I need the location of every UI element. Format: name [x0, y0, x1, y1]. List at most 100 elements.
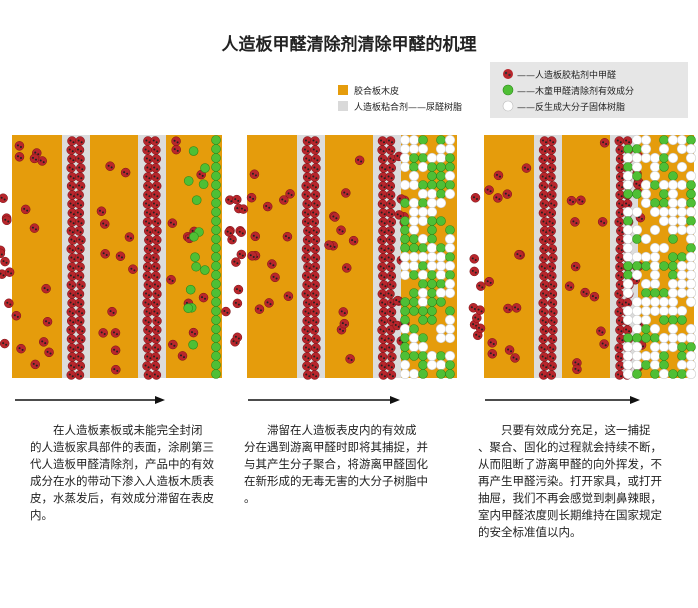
- resin: [399, 269, 411, 281]
- dot: [241, 232, 244, 235]
- dot: [329, 245, 332, 248]
- dot: [76, 256, 79, 259]
- resin: [631, 269, 643, 281]
- dot: [314, 330, 317, 333]
- scavenger: [650, 198, 660, 208]
- dot: [144, 364, 147, 367]
- dot: [552, 357, 555, 360]
- formaldehyde: [546, 352, 557, 362]
- resin: [640, 134, 652, 146]
- scavenger: [211, 288, 221, 298]
- dot: [382, 150, 385, 153]
- formaldehyde: [221, 306, 231, 317]
- dot: [26, 209, 29, 212]
- resin: [631, 359, 643, 371]
- dot: [380, 337, 383, 340]
- formaldehyde: [385, 181, 396, 191]
- dot: [379, 328, 382, 331]
- dot: [542, 220, 545, 223]
- dot: [42, 161, 45, 164]
- dot: [380, 211, 383, 214]
- icon: [503, 69, 513, 79]
- dot: [383, 321, 386, 324]
- scavenger: [436, 189, 446, 199]
- scavenger: [659, 153, 669, 163]
- resin: [631, 224, 643, 236]
- dot: [543, 348, 546, 351]
- scavenger: [211, 297, 221, 307]
- caption-line: 室内甲醛浓度则长期维持在国家规定: [478, 508, 662, 522]
- dot: [171, 279, 174, 282]
- formaldehyde: [142, 289, 153, 299]
- dot: [68, 166, 71, 169]
- dot: [389, 283, 392, 286]
- scavenger: [185, 284, 196, 295]
- dot: [306, 258, 309, 261]
- scavenger: [668, 270, 678, 280]
- dot: [72, 213, 75, 216]
- resin: [408, 332, 420, 344]
- formaldehyde: [142, 145, 152, 155]
- dot: [145, 292, 148, 295]
- scavenger: [650, 369, 660, 379]
- dot: [154, 184, 157, 187]
- formaldehyde: [539, 244, 549, 254]
- formaldehyde: [151, 190, 161, 200]
- dot: [272, 275, 275, 278]
- dot: [523, 166, 526, 169]
- caption-line: 、聚合、固化的过程就会持续不断，: [478, 440, 662, 454]
- formaldehyde: [4, 298, 14, 309]
- dot: [617, 265, 620, 268]
- dot: [578, 198, 581, 201]
- dot: [232, 340, 235, 343]
- scavenger: [211, 198, 221, 208]
- formaldehyde: [264, 298, 274, 308]
- dot: [621, 240, 624, 243]
- dot: [170, 343, 173, 346]
- dot: [541, 148, 544, 151]
- scavenger: [677, 351, 687, 361]
- dot: [308, 177, 311, 180]
- dot: [72, 276, 75, 279]
- dot: [390, 177, 393, 180]
- formaldehyde: [76, 235, 86, 245]
- dot: [145, 220, 148, 223]
- scavenger: [436, 369, 446, 379]
- dot: [204, 297, 207, 300]
- formaldehyde: [546, 145, 556, 155]
- dot: [544, 375, 547, 378]
- dot: [541, 274, 544, 277]
- formaldehyde: [614, 343, 624, 353]
- dot: [232, 239, 235, 242]
- dot: [41, 340, 44, 343]
- formaldehyde: [385, 289, 395, 299]
- formaldehyde: [310, 172, 320, 182]
- scavenger: [641, 360, 651, 370]
- resin: [631, 161, 643, 173]
- formaldehyde: [309, 370, 320, 380]
- resin: [631, 206, 643, 218]
- formaldehyde: [614, 289, 624, 299]
- dot: [474, 316, 477, 319]
- dot: [389, 310, 392, 313]
- dot: [315, 375, 318, 378]
- dot: [148, 204, 151, 207]
- formaldehyde: [539, 199, 550, 209]
- formaldehyde: [385, 190, 396, 200]
- dot: [81, 240, 84, 243]
- dot: [148, 339, 151, 342]
- dot: [380, 157, 383, 160]
- formaldehyde: [76, 163, 86, 173]
- dot: [79, 348, 82, 351]
- dot: [616, 310, 619, 313]
- dot: [387, 337, 390, 340]
- dot: [152, 364, 155, 367]
- formaldehyde: [341, 188, 351, 198]
- scavenger: [400, 351, 410, 361]
- dot: [154, 292, 157, 295]
- formaldehyde: [377, 235, 387, 245]
- formaldehyde: [538, 298, 548, 308]
- dot: [544, 168, 547, 171]
- resin: [649, 251, 661, 263]
- dot: [31, 226, 34, 229]
